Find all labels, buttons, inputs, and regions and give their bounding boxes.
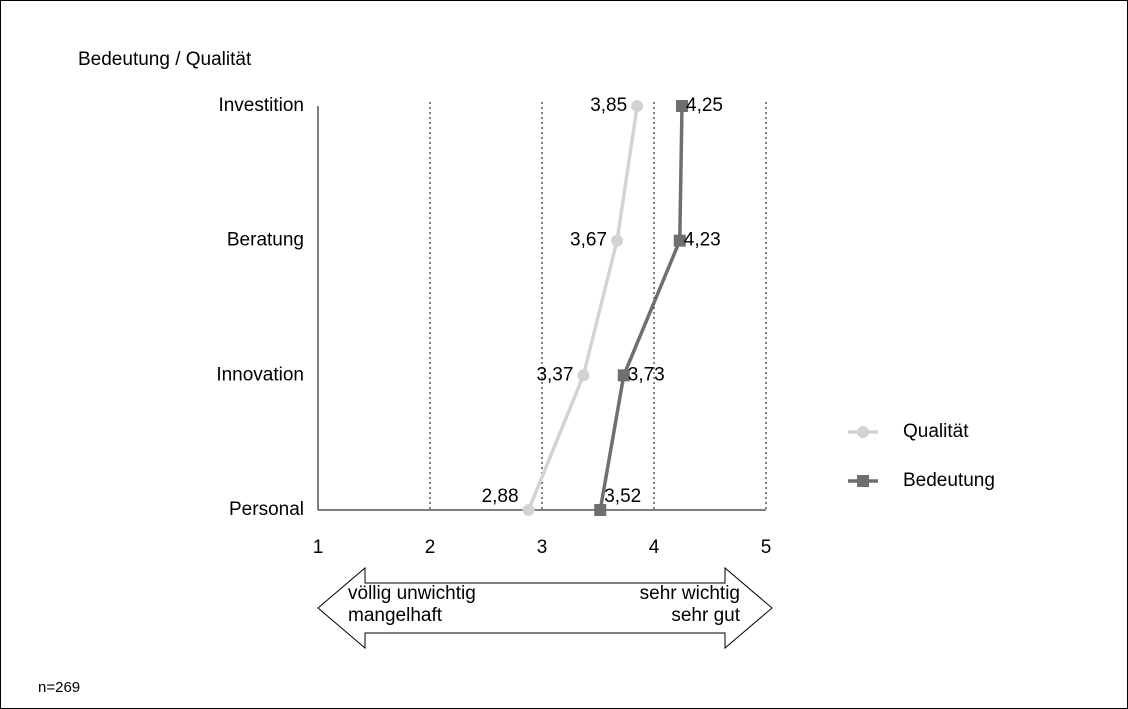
x-tick-label: 4: [649, 537, 660, 558]
arrow-label: mangelhaft: [348, 605, 443, 626]
data-point: [617, 369, 630, 382]
x-tick-label: 3: [537, 537, 548, 558]
data-label: 3,73: [628, 364, 665, 385]
data-point: [676, 100, 688, 112]
note: n=269: [38, 679, 80, 696]
data-label: 4,25: [686, 95, 723, 116]
arrow-label: sehr wichtig: [640, 583, 740, 604]
y-axis-title: Bedeutung / Qualität: [78, 49, 252, 70]
y-tick-label: Innovation: [216, 364, 304, 385]
data-point: [631, 100, 644, 112]
x-tick-label: 2: [425, 537, 436, 558]
legend-marker: [857, 475, 869, 487]
data-label: 3,67: [570, 230, 607, 251]
data-point: [522, 504, 535, 516]
arrow-label: sehr gut: [671, 605, 740, 626]
x-tick-label: 1: [313, 537, 324, 558]
data-point: [594, 504, 607, 516]
data-label: 3,85: [590, 95, 627, 116]
data-label: 3,37: [536, 364, 573, 385]
data-label: 4,23: [684, 230, 721, 251]
scale-arrow: [317, 566, 773, 650]
data-point: [673, 234, 686, 247]
series-line: [598, 105, 684, 511]
series-line: [526, 105, 639, 511]
y-tick-label: Personal: [229, 499, 304, 520]
y-tick-label: Beratung: [227, 230, 304, 251]
x-tick-label: 5: [761, 537, 772, 558]
y-tick-label: Investition: [218, 95, 304, 116]
data-label: 3,52: [604, 486, 641, 507]
legend-label: Qualität: [903, 421, 969, 442]
data-point: [611, 234, 624, 247]
data-point: [577, 369, 590, 382]
data-label: 2,88: [482, 486, 519, 507]
legend-label: Bedeutung: [903, 470, 995, 491]
legend-marker: [857, 426, 869, 438]
arrow-label: völlig unwichtig: [348, 583, 476, 604]
